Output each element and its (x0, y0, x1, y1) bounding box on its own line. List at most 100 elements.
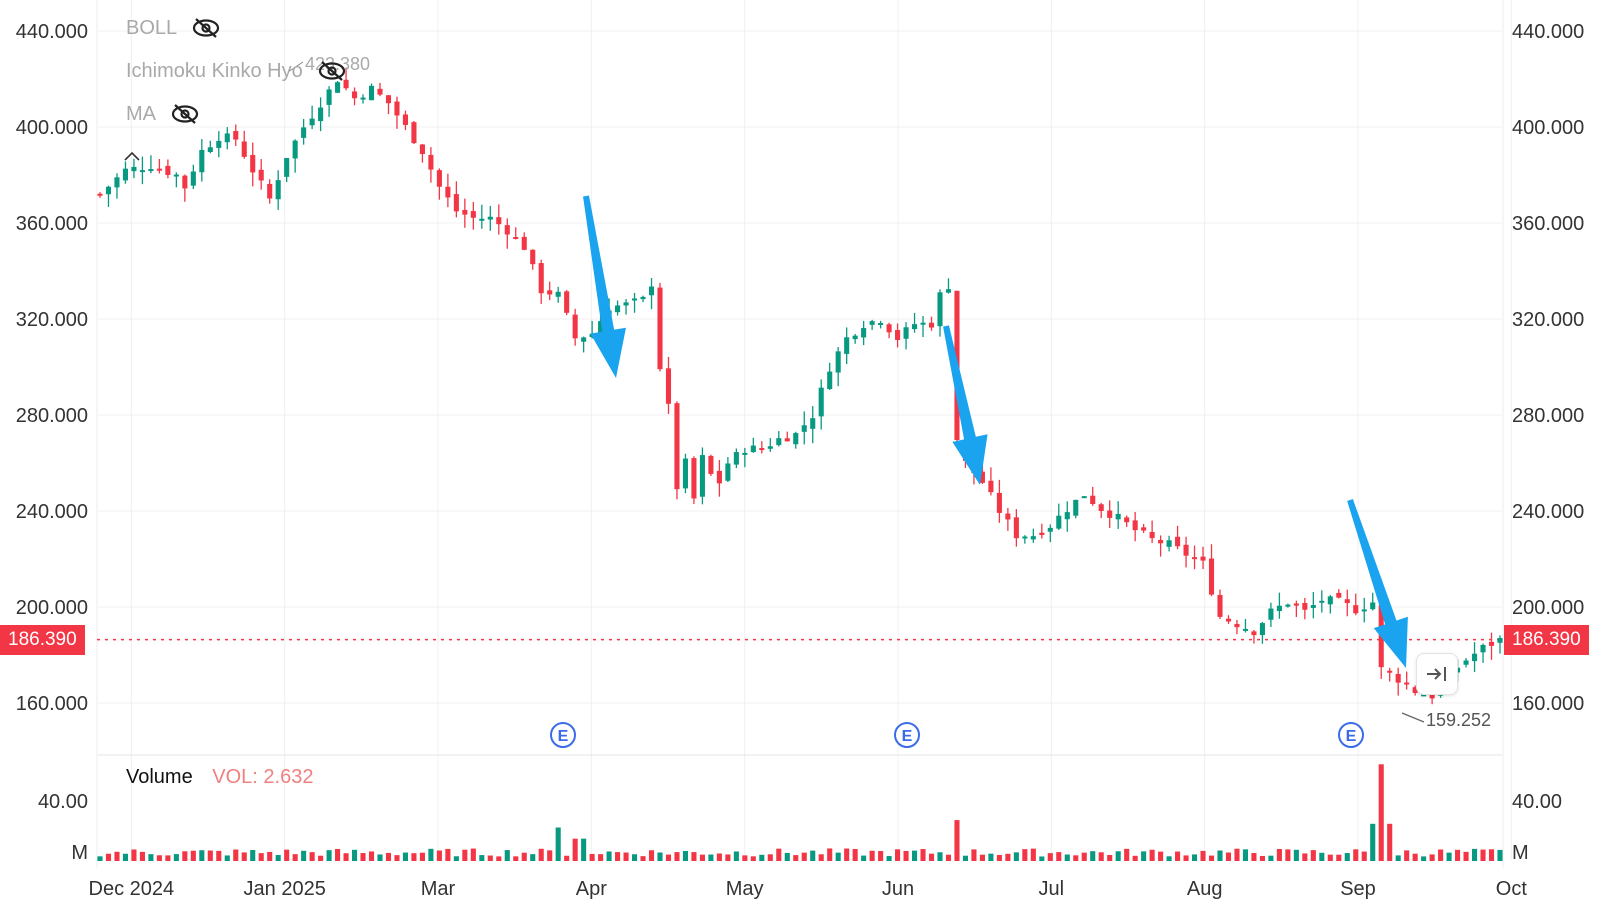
volume-bar (648, 850, 655, 861)
volume-bar (326, 850, 332, 861)
volume-bar (1242, 849, 1248, 861)
candle-body (1039, 532, 1045, 535)
candle-body (1064, 512, 1070, 520)
candle-body (547, 290, 553, 295)
candle-body (411, 122, 417, 144)
indicator-boll[interactable]: BOLL (126, 16, 221, 40)
period-low-label: 159.252 (1426, 710, 1492, 730)
volume-bar (1225, 852, 1232, 861)
candle-body (827, 371, 833, 390)
volume-bar (869, 850, 875, 861)
volume-bar (784, 852, 790, 861)
candle-body (657, 287, 663, 370)
volume-bar (1259, 855, 1265, 861)
volume-bar (394, 855, 400, 861)
eye-off-icon[interactable] (170, 102, 200, 126)
candle-body (759, 448, 765, 451)
time-tick-label: Mar (421, 878, 456, 900)
candle-body (428, 154, 434, 170)
scroll-to-latest-button[interactable] (1416, 653, 1458, 695)
candle-body (1073, 499, 1079, 516)
volume-bar (606, 851, 612, 861)
candle-body (886, 324, 892, 333)
candle-body (665, 368, 672, 404)
indicator-ma[interactable]: MA (126, 102, 200, 126)
volume-bar (292, 854, 298, 861)
candle-body (352, 91, 358, 99)
volume-bar (1387, 823, 1393, 861)
time-axis: Dec 2024 Jan 2025 Mar Apr May Jun Jul Aug Sep Oct (89, 878, 1528, 900)
candle-body (97, 193, 103, 196)
volume-bar (1073, 855, 1079, 861)
candle-body (1056, 515, 1062, 529)
eye-off-icon[interactable] (191, 16, 221, 40)
volume-bar (572, 838, 578, 861)
candle-body (224, 133, 230, 143)
volume-bar (182, 851, 188, 861)
volume-bar (496, 856, 502, 861)
volume-bar (1395, 855, 1401, 861)
candle-body (1285, 604, 1291, 607)
candle-body (394, 101, 400, 116)
candle-body (1098, 504, 1104, 511)
eye-off-icon[interactable] (317, 59, 347, 83)
right-price-axis: 440.000 400.000 360.000 320.000 280.000 240.0… (1512, 21, 1584, 715)
volume-bar (309, 852, 315, 861)
chart-grid (97, 30, 1503, 704)
volume-bar (623, 852, 629, 861)
volume-bar (878, 851, 884, 861)
volume-bar (504, 850, 510, 861)
price-tick-label: 320.000 (1512, 309, 1584, 331)
volume-bar (1005, 853, 1011, 861)
period-high-leader (287, 61, 304, 73)
candle-body (742, 452, 748, 455)
time-gridlines (130, 0, 1512, 860)
volume-bar (979, 854, 985, 861)
volume-bar (682, 851, 688, 861)
volume-bar (97, 856, 103, 861)
earnings-marker (1338, 722, 1364, 748)
candle-body (1234, 623, 1240, 628)
volume-bar (1276, 848, 1282, 861)
candle-body (199, 150, 205, 173)
indicator-label: BOLL (126, 16, 178, 39)
volume-bar (861, 855, 867, 861)
candle-body (1217, 595, 1223, 617)
volume-bar (1124, 848, 1130, 861)
candle-body (810, 418, 816, 429)
volume-bar (1234, 848, 1240, 861)
candle-body (1319, 600, 1325, 603)
volume-bar (1404, 850, 1410, 861)
candle-body (1208, 558, 1215, 595)
price-tick-label: 440.000 (1512, 21, 1584, 43)
candle-body (1005, 513, 1011, 520)
price-tick-label: 280.000 (16, 405, 88, 427)
candle-body (1200, 556, 1206, 561)
volume-bar (131, 849, 137, 861)
candle-body (1141, 527, 1147, 531)
volume-bar (615, 852, 621, 861)
volume-bar (360, 853, 366, 861)
volume-bar (810, 850, 816, 861)
time-tick-label: Aug (1187, 878, 1223, 900)
price-tick-label: 200.000 (16, 597, 88, 619)
volume-bar (886, 856, 892, 861)
candle-body (623, 302, 629, 306)
price-tick-label: 400.000 (1512, 117, 1584, 139)
volume-bar (1090, 851, 1096, 861)
candle-body (750, 445, 756, 453)
candle-body (682, 458, 688, 489)
volume-bar (691, 852, 697, 861)
down-arrow-annotation (1347, 499, 1408, 668)
volume-bar (1327, 854, 1333, 861)
earnings-marker-label: E (902, 728, 913, 745)
time-tick-label: Apr (576, 878, 607, 900)
indicator-ichimoku[interactable]: Ichimoku Kinko Hyo (126, 59, 347, 83)
candle-body (496, 217, 502, 225)
volume-bar (1200, 850, 1206, 861)
candle-body (632, 298, 638, 301)
candle-body (1107, 510, 1113, 518)
candle-body (801, 425, 807, 432)
